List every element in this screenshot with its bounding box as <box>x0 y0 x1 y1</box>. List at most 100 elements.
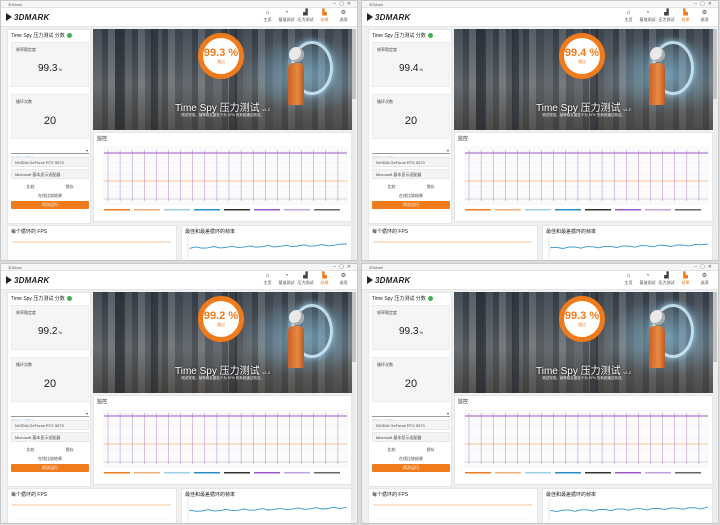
hardware-select[interactable]: 显示全部硬件 ▾ <box>372 410 450 424</box>
scrollbar[interactable] <box>352 29 356 260</box>
loops-card: 循环次数 20 <box>372 94 450 139</box>
frame-rate-line-worst <box>550 243 709 250</box>
options-icon: ⚙ <box>701 10 708 16</box>
nav-label: 结果 <box>320 280 329 285</box>
save-button[interactable]: 保存 <box>65 447 74 452</box>
window-controls[interactable]: –▢✕ <box>694 1 715 7</box>
app-header: 3DMARK ⌂ 主页 ◔ 基准测试 ▟ 压力测试 ▙ 结果 ⚙ 选项 <box>362 271 718 290</box>
nav-item-benchmark[interactable]: ◔ 基准测试 <box>638 272 657 289</box>
hardware-select[interactable]: 显示全部硬件 ▾ <box>11 410 89 424</box>
scrollbar[interactable] <box>713 292 717 523</box>
scrollbar-thumb[interactable] <box>713 292 717 362</box>
nav-item-stress[interactable]: ▟ 压力测试 <box>296 9 315 26</box>
nav-item-benchmark[interactable]: ◔ 基准测试 <box>277 9 296 26</box>
legend-swatch <box>495 209 521 211</box>
nav-item-options[interactable]: ⚙ 选项 <box>695 272 714 289</box>
hardware-select[interactable]: 显示全部硬件 ▾ <box>11 147 89 161</box>
compare-button[interactable]: 比较 <box>26 447 35 452</box>
save-button[interactable]: 保存 <box>426 447 435 452</box>
window-controls[interactable]: –▢✕ <box>694 264 715 270</box>
gpu-item[interactable]: NVIDIA GeForce RTX 5070 <box>11 420 89 430</box>
compare-online-link[interactable]: 在线比较结果 <box>38 456 62 461</box>
window-controls[interactable]: –▢✕ <box>333 1 354 7</box>
scrollbar-thumb[interactable] <box>713 29 717 99</box>
nav-item-options[interactable]: ⚙ 选项 <box>334 272 353 289</box>
monitoring-title: 监控 <box>97 399 108 405</box>
run-again-button[interactable]: 再次运行 <box>372 201 450 209</box>
gpu-item[interactable]: NVIDIA GeForce RTX 5070 <box>372 157 450 167</box>
nav-item-benchmark[interactable]: ◔ 基准测试 <box>277 272 296 289</box>
window-controls[interactable]: –▢✕ <box>333 264 354 270</box>
benchmark-icon: ◔ <box>645 273 650 279</box>
score-panel: Time Spy 压力测试 分数 帧率稳定度 99.3% 循环次数 20 显示全… <box>368 292 452 487</box>
display-adapter-item[interactable]: Microsoft 基本显示适配器 <box>372 432 450 442</box>
display-adapter-item[interactable]: Microsoft 基本显示适配器 <box>11 169 89 179</box>
nav-item-home[interactable]: ⌂ 主页 <box>619 9 638 26</box>
compare-online-link[interactable]: 在线比较结果 <box>38 193 62 198</box>
compare-button[interactable]: 比较 <box>387 447 396 452</box>
nav-item-home[interactable]: ⌂ 主页 <box>258 272 277 289</box>
scrollbar[interactable] <box>713 29 717 260</box>
compare-online-link[interactable]: 在线比较结果 <box>399 193 423 198</box>
compare-online-link[interactable]: 在线比较结果 <box>399 456 423 461</box>
top-nav: ⌂ 主页 ◔ 基准测试 ▟ 压力测试 ▙ 结果 ⚙ 选项 <box>258 9 353 26</box>
nav-item-results[interactable]: ▙ 结果 <box>676 9 695 26</box>
nav-item-results[interactable]: ▙ 结果 <box>315 272 334 289</box>
top-nav: ⌂ 主页 ◔ 基准测试 ▟ 压力测试 ▙ 结果 ⚙ 选项 <box>619 272 714 289</box>
nav-item-stress[interactable]: ▟ 压力测试 <box>296 272 315 289</box>
nav-label: 基准测试 <box>639 280 656 285</box>
run-again-button[interactable]: 再次运行 <box>11 201 89 209</box>
legend-swatch <box>495 472 521 474</box>
stability-card: 帧率稳定度 99.2% <box>11 305 89 350</box>
best-worst-loop-panel: 最佳和最差循环的帧率 <box>181 225 352 260</box>
stability-label: 帧率稳定度 <box>16 47 36 52</box>
save-button[interactable]: 保存 <box>65 184 74 189</box>
logo-mark-icon <box>367 276 373 284</box>
nav-item-results[interactable]: ▙ 结果 <box>676 272 695 289</box>
hardware-select[interactable]: 显示全部硬件 ▾ <box>372 147 450 161</box>
nav-item-options[interactable]: ⚙ 选项 <box>334 9 353 26</box>
best-worst-loop-chart <box>548 236 709 259</box>
scrollbar-thumb[interactable] <box>352 292 356 362</box>
loops-card: 循环次数 20 <box>372 357 450 402</box>
nav-item-benchmark[interactable]: ◔ 基准测试 <box>638 9 657 26</box>
compare-button[interactable]: 比较 <box>26 184 35 189</box>
gpu-item[interactable]: NVIDIA GeForce RTX 5070 <box>372 420 450 430</box>
hero-subtitle: 测试完成。帧率稳定度至少为 97% 的系统通过测试。 <box>542 113 625 117</box>
scrollbar-thumb[interactable] <box>352 29 356 99</box>
nav-item-stress[interactable]: ▟ 压力测试 <box>657 9 676 26</box>
window-title: 3DMark <box>8 265 23 270</box>
gauge-value: 99.2 % <box>203 310 239 322</box>
nav-item-stress[interactable]: ▟ 压力测试 <box>657 272 676 289</box>
nav-label: 基准测试 <box>278 280 295 285</box>
best-worst-loop-panel: 最佳和最差循环的帧率 <box>542 225 713 260</box>
gpu-item[interactable]: NVIDIA GeForce RTX 5070 <box>11 157 89 167</box>
hero-title: Time Spy 压力测试 v1.2 <box>175 366 270 377</box>
loops-label: 循环次数 <box>16 99 32 104</box>
nav-label: 压力测试 <box>658 280 675 285</box>
frame-rate-line-worst <box>189 506 348 513</box>
save-button[interactable]: 保存 <box>426 184 435 189</box>
stability-gauge: 99.3 % 通过 <box>559 296 605 342</box>
home-icon: ⌂ <box>265 273 270 279</box>
run-again-button[interactable]: 再次运行 <box>372 464 450 472</box>
stability-label: 帧率稳定度 <box>377 310 397 315</box>
run-again-button[interactable]: 再次运行 <box>11 464 89 472</box>
home-icon: ⌂ <box>265 10 270 16</box>
nav-item-home[interactable]: ⌂ 主页 <box>619 272 638 289</box>
display-adapter-item[interactable]: Microsoft 基本显示适配器 <box>11 432 89 442</box>
nav-label: 基准测试 <box>639 17 656 22</box>
benchmark-window: 3DMark –▢✕ 3DMARK ⌂ 主页 ◔ 基准测试 ▟ 压力测试 ▙ 结果 ⚙ 选项 Ti… <box>0 0 358 261</box>
nav-label: 压力测试 <box>297 280 314 285</box>
legend-swatch <box>555 209 581 211</box>
nav-item-home[interactable]: ⌂ 主页 <box>258 9 277 26</box>
display-adapter-item[interactable]: Microsoft 基本显示适配器 <box>372 169 450 179</box>
nav-item-results[interactable]: ▙ 结果 <box>315 9 334 26</box>
nav-label: 主页 <box>263 280 272 285</box>
hero-title: Time Spy 压力测试 v1.2 <box>175 103 270 114</box>
app-header: 3DMARK ⌂ 主页 ◔ 基准测试 ▟ 压力测试 ▙ 结果 ⚙ 选项 <box>362 8 718 27</box>
action-row: 比较 保存 <box>11 183 89 190</box>
nav-item-options[interactable]: ⚙ 选项 <box>695 9 714 26</box>
compare-button[interactable]: 比较 <box>387 184 396 189</box>
scrollbar[interactable] <box>352 292 356 523</box>
